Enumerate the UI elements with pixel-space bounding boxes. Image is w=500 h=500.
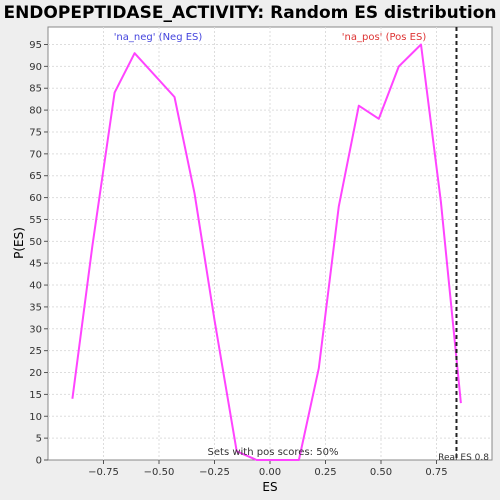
y-axis-label: P(ES) [12,227,26,259]
y-tick-label: 20 [29,368,42,379]
x-tick-label: 0.25 [314,467,336,478]
x-tick-label: −0.50 [144,467,175,478]
y-tick-label: 45 [29,259,42,270]
x-axis-ticks: −0.75 −0.50 −0.25 0.00 0.25 0.50 0.75 [88,460,448,478]
y-tick-label: 15 [29,390,42,401]
y-tick-label: 10 [29,412,42,423]
pos-scores-note: Sets with pos scores: 50% [208,447,339,458]
y-tick-label: 90 [29,62,42,73]
y-tick-label: 0 [36,456,42,467]
x-tick-label: 0.00 [259,467,281,478]
y-tick-label: 95 [29,40,42,51]
neg-es-label: 'na_neg' (Neg ES) [114,32,203,43]
real-es-label: Real ES 0.8 [438,453,489,463]
x-axis-label: ES [262,480,277,494]
x-tick-label: 0.50 [370,467,392,478]
y-tick-label: 50 [29,237,42,248]
x-tick-label: 0.75 [425,467,447,478]
chart-title: ENDOPEPTIDASE_ACTIVITY: Random ES distri… [3,3,496,23]
series-lines [71,43,462,461]
y-tick-label: 60 [29,193,42,204]
y-tick-label: 65 [29,171,42,182]
y-tick-label: 5 [36,434,42,445]
y-tick-label: 75 [29,127,42,138]
x-tick-label: −0.25 [199,467,230,478]
pos-es-label: 'na_pos' (Pos ES) [342,32,427,43]
y-axis-ticks: 0 5 10 15 20 25 30 35 40 45 50 55 60 65 70 75 80 85 90 95 [29,40,48,467]
y-tick-label: 80 [29,106,42,117]
y-tick-label: 40 [29,281,42,292]
y-tick-label: 55 [29,215,42,226]
y-tick-label: 85 [29,84,42,95]
y-tick-label: 30 [29,324,42,335]
y-tick-label: 35 [29,302,42,313]
series-line [71,43,462,461]
x-tick-label: −0.75 [88,467,119,478]
grid-lines [48,27,492,460]
y-tick-label: 70 [29,149,42,160]
y-tick-label: 25 [29,346,42,357]
